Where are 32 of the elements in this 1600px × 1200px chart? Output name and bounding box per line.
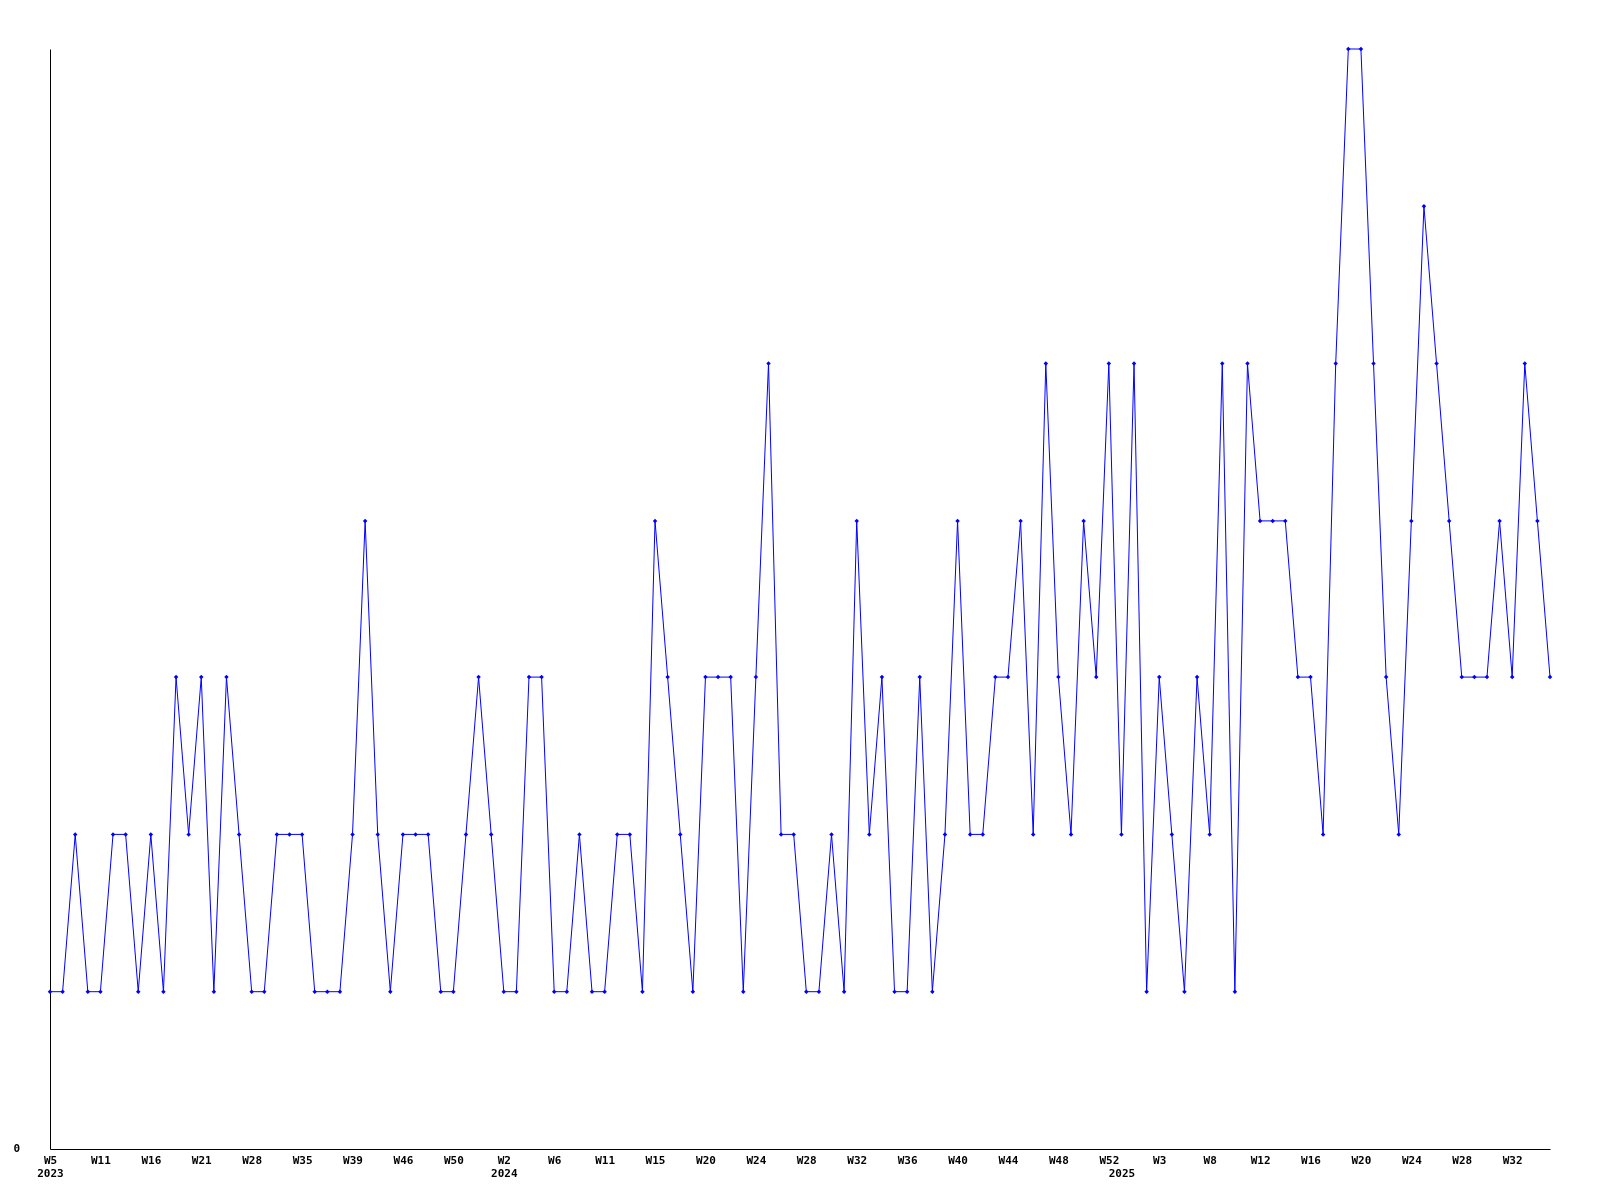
x-tick-label: W44: [998, 1153, 1019, 1167]
x-tick-label: W11: [595, 1153, 616, 1167]
x-tick-label: W28: [1452, 1153, 1473, 1167]
x-tick-label: W35: [292, 1153, 313, 1167]
x-tick-label: W28: [242, 1153, 263, 1167]
x-tick-label: W8: [1203, 1153, 1217, 1167]
x-tick-label: W21: [191, 1153, 213, 1167]
x-tick-label: W32: [847, 1153, 868, 1167]
x-tick-label: W39: [343, 1153, 363, 1167]
x-tick-label: W15: [645, 1153, 666, 1167]
x-tick-label: W2 2024: [491, 1153, 518, 1180]
x-tick-label: W6: [548, 1153, 562, 1167]
x-tick-label: W16: [1301, 1153, 1322, 1167]
x-tick-label: W46: [393, 1153, 414, 1167]
x-tick-label: W24: [1401, 1153, 1423, 1167]
x-tick-label: W40: [948, 1153, 968, 1167]
x-tick-label: W28: [796, 1153, 817, 1167]
x-tick-label: 2025: [1108, 1166, 1136, 1180]
x-tick-label: W12: [1250, 1153, 1271, 1167]
text: 0: [13, 1142, 20, 1155]
x-tick-label: W16: [141, 1153, 162, 1167]
x-tick-label: W24: [746, 1153, 767, 1167]
x-tick-label: W3: [1153, 1153, 1167, 1167]
x-tick-label: W5 2023: [37, 1153, 64, 1180]
x-tick-label: W48: [1048, 1153, 1069, 1167]
x-tick-label: W20: [696, 1153, 716, 1167]
x-tick-label: W32: [1502, 1153, 1523, 1167]
x-tick-label: W50: [443, 1153, 464, 1167]
x-tick-label: W20: [1351, 1153, 1372, 1167]
x-tick-label: W11: [90, 1153, 112, 1167]
x-tick-label: W36: [897, 1153, 918, 1167]
x-tick-label: W52: [1099, 1153, 1120, 1167]
